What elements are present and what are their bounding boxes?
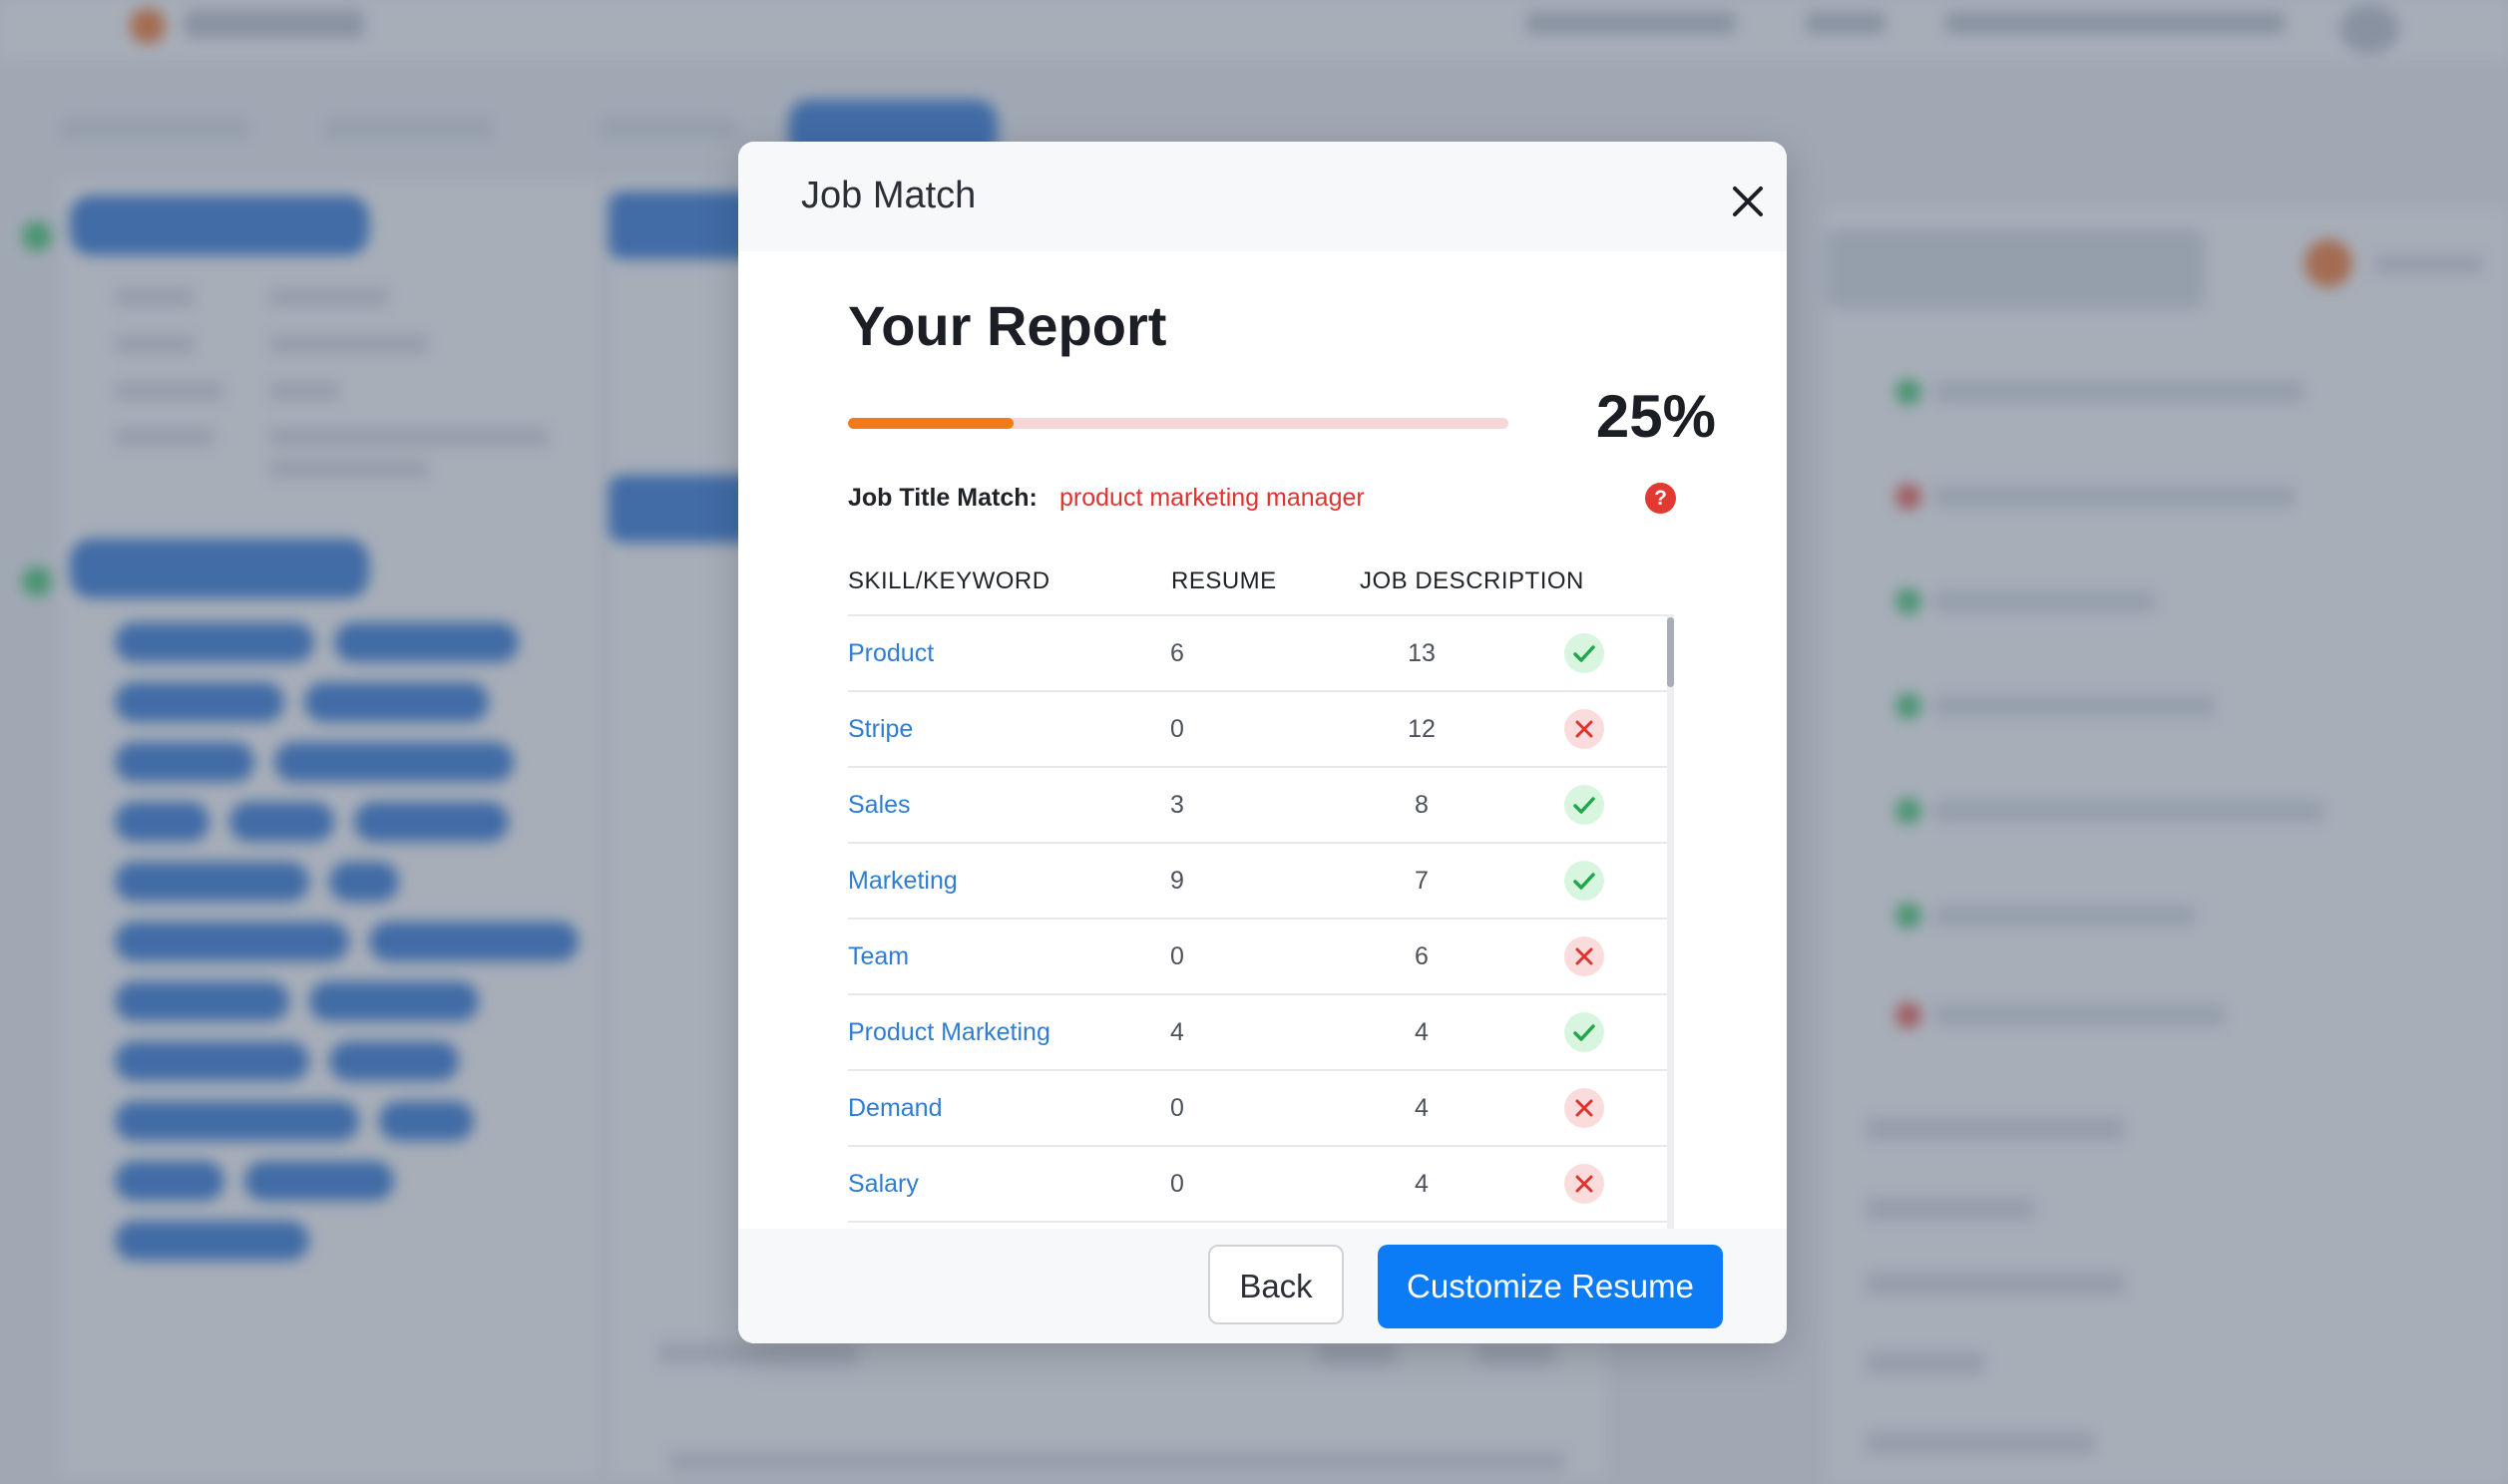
table-row: Product 6 13 (848, 616, 1671, 692)
job-description-count: 4 (1415, 1018, 1429, 1046)
table-row: Team 0 6 (848, 920, 1671, 995)
modal-footer: Back Customize Resume (738, 1229, 1787, 1343)
table-row: Sales 3 8 (848, 768, 1671, 844)
missing-status-icon (1564, 1088, 1604, 1128)
check-icon (1573, 1024, 1595, 1041)
table-row: Marketing 9 7 (848, 844, 1671, 920)
cross-icon (1575, 947, 1593, 965)
resume-count: 4 (1170, 1018, 1184, 1046)
match-status-icon (1564, 861, 1604, 901)
check-icon (1573, 873, 1595, 890)
modal-header: Job Match (738, 142, 1787, 251)
close-button[interactable] (1726, 180, 1770, 223)
job-description-count: 12 (1408, 715, 1436, 743)
job-match-modal: Job Match Your Report 25% Job Title Matc… (738, 142, 1787, 1343)
back-button[interactable]: Back (1208, 1245, 1344, 1324)
skill-keyword-link[interactable]: Product Marketing (848, 1018, 1050, 1046)
job-description-count: 13 (1408, 639, 1436, 667)
missing-status-icon (1564, 709, 1604, 749)
resume-count: 6 (1170, 639, 1184, 667)
column-header-resume: RESUME (1171, 567, 1277, 594)
resume-count: 0 (1170, 1094, 1184, 1122)
check-icon (1573, 645, 1595, 662)
job-description-count: 7 (1415, 867, 1429, 895)
job-description-count: 8 (1415, 791, 1429, 819)
skill-keyword-link[interactable]: Team (848, 942, 910, 970)
job-description-count: 6 (1415, 942, 1429, 970)
resume-count: 3 (1170, 791, 1184, 819)
match-status-icon (1564, 633, 1604, 673)
missing-status-icon (1564, 1164, 1604, 1204)
skill-keyword-link[interactable]: Demand (848, 1094, 943, 1122)
table-row: Stripe 0 12 (848, 692, 1671, 768)
skill-keyword-link[interactable]: Marketing (848, 867, 958, 895)
resume-count: 0 (1170, 715, 1184, 743)
column-header-job-description: JOB DESCRIPTION (1360, 567, 1584, 594)
skill-keyword-link[interactable]: Salary (848, 1170, 919, 1198)
resume-count: 0 (1170, 1170, 1184, 1198)
match-progress-fill (848, 418, 1014, 429)
job-title-match-value: product marketing manager (1059, 484, 1365, 512)
customize-resume-button[interactable]: Customize Resume (1378, 1245, 1723, 1328)
keyword-table[interactable]: Product 6 13 Stripe 0 12 Sales 3 8 Marketing 9 7 Tea… (848, 614, 1671, 1340)
skill-keyword-link[interactable]: Product (848, 639, 935, 667)
table-scrollbar-thumb[interactable] (1667, 617, 1674, 687)
resume-count: 9 (1170, 867, 1184, 895)
skill-keyword-link[interactable]: Sales (848, 791, 911, 819)
cross-icon (1575, 1099, 1593, 1117)
match-percentage: 25% (1595, 383, 1716, 450)
job-title-match-label: Job Title Match: (848, 484, 1038, 512)
table-scrollbar[interactable] (1667, 614, 1674, 1338)
match-status-icon (1564, 1012, 1604, 1052)
table-row: Product Marketing 4 4 (848, 995, 1671, 1071)
modal-title: Job Match (801, 175, 977, 216)
match-progress-bar (848, 418, 1508, 429)
missing-status-icon (1564, 936, 1604, 976)
skill-keyword-link[interactable]: Stripe (848, 715, 914, 743)
job-description-count: 4 (1415, 1094, 1429, 1122)
match-status-icon (1564, 785, 1604, 825)
table-row: Salary 0 4 (848, 1147, 1671, 1223)
table-row: Demand 0 4 (848, 1071, 1671, 1147)
job-description-count: 4 (1415, 1170, 1429, 1198)
question-icon[interactable]: ? (1645, 483, 1676, 514)
check-icon (1573, 797, 1595, 814)
report-title: Your Report (848, 294, 1167, 357)
cross-icon (1575, 1175, 1593, 1193)
close-icon (1733, 186, 1763, 216)
resume-count: 0 (1170, 942, 1184, 970)
cross-icon (1575, 720, 1593, 738)
column-header-skill: SKILL/KEYWORD (848, 567, 1050, 594)
